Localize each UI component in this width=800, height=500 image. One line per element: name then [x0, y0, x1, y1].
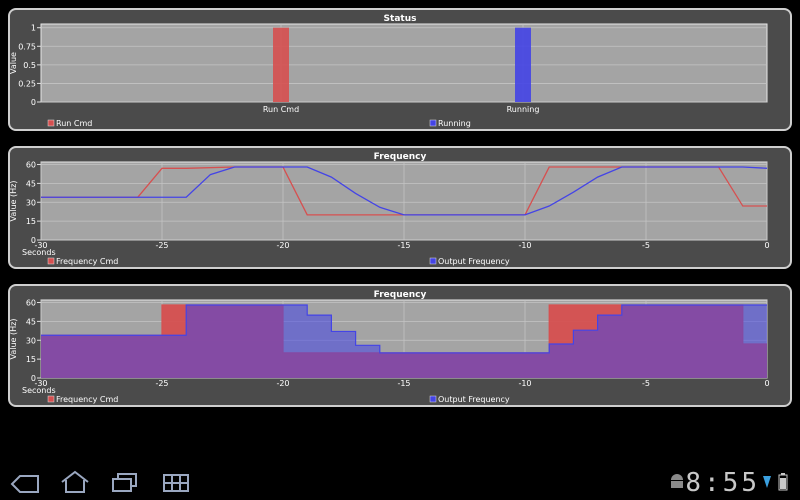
- x-axis-label: Seconds: [22, 386, 56, 395]
- y-tick-label: 30: [26, 198, 36, 207]
- battery-icon: [778, 473, 788, 491]
- status-chart-panel: Status Value 0 0.25 0.5 0.75 1 Run Cmd Running Ru…: [8, 8, 792, 131]
- x-tick-label: -10: [518, 241, 531, 250]
- frequency-area-chart: Frequency Value (Hz) 0 15 30 45 60 -30 -25 -20 -15…: [10, 290, 770, 404]
- frequency-line-chart-panel: Frequency Value (Hz) 0 15 30 45 60 -30 -25 -20 -15…: [8, 146, 792, 269]
- y-tick-label: 15: [26, 217, 36, 226]
- legend-label: Output Frequency: [438, 395, 510, 404]
- y-tick-label: 60: [26, 299, 36, 308]
- x-tick-label: -20: [276, 241, 289, 250]
- android-debug-icon: [671, 474, 683, 488]
- x-tick-label: 0: [764, 241, 769, 250]
- x-tick-label: -5: [642, 241, 650, 250]
- system-navigation-bar: [0, 466, 800, 500]
- plot-area: [40, 23, 768, 103]
- x-tick-label: -10: [518, 379, 531, 388]
- y-tick-label: 45: [26, 179, 36, 188]
- legend-label: Running: [438, 119, 471, 128]
- frequency-line-chart: Frequency Value (Hz) 0 15 30 45 60 -30 -25 -20 -15…: [10, 152, 770, 266]
- y-tick-label: 30: [26, 336, 36, 345]
- series-area: [41, 305, 767, 378]
- home-icon[interactable]: [60, 470, 90, 496]
- x-tick-label: -15: [397, 241, 410, 250]
- x-tick-label: -30: [34, 241, 47, 250]
- y-tick-label: 0: [31, 98, 36, 107]
- y-axis-label: Value: [10, 52, 18, 74]
- signal-icon: [763, 476, 771, 488]
- y-axis-label: Value (Hz): [10, 319, 18, 360]
- status-chart: Status Value 0 0.25 0.5 0.75 1 Run Cmd Running Ru…: [10, 14, 768, 128]
- bar: [273, 27, 289, 102]
- x-tick-label: Running: [507, 105, 540, 114]
- legend-label: Frequency Cmd: [56, 395, 118, 404]
- y-tick-label: 60: [26, 161, 36, 170]
- legend-label: Run Cmd: [56, 119, 92, 128]
- chart-title: Frequency: [374, 290, 427, 300]
- legend-swatch: [47, 395, 55, 403]
- recent-apps-icon[interactable]: [110, 472, 140, 494]
- y-tick-label: 1: [31, 24, 36, 33]
- series-line: [41, 304, 767, 354]
- frequency-area-chart-panel: Frequency Value (Hz) 0 15 30 45 60 -30 -25 -20 -15…: [8, 284, 792, 407]
- series-line: [41, 166, 768, 216]
- x-tick-label: -30: [34, 379, 47, 388]
- x-tick-label: 0: [764, 379, 769, 388]
- bar: [515, 27, 531, 102]
- back-icon[interactable]: [10, 474, 40, 494]
- x-tick-label: -20: [276, 379, 289, 388]
- y-tick-label: 0.5: [23, 61, 36, 70]
- chart-title: Status: [384, 14, 417, 24]
- x-tick-label: -25: [155, 241, 168, 250]
- y-axis-label: Value (Hz): [10, 181, 18, 222]
- legend-swatch: [47, 257, 55, 265]
- status-clock: 8:55: [685, 468, 760, 498]
- legend-swatch: [429, 257, 437, 265]
- x-tick-label: -5: [642, 379, 650, 388]
- x-tick-label: -15: [397, 379, 410, 388]
- x-axis-label: Seconds: [22, 248, 56, 257]
- y-tick-label: 15: [26, 355, 36, 364]
- y-tick-label: 0.25: [18, 79, 36, 88]
- chart-title: Frequency: [374, 152, 427, 162]
- y-tick-label: 0: [31, 374, 36, 383]
- legend-swatch: [429, 395, 437, 403]
- legend-label: Output Frequency: [438, 257, 510, 266]
- menu-icon[interactable]: [163, 474, 189, 492]
- y-tick-label: 45: [26, 317, 36, 326]
- y-tick-label: 0.75: [18, 42, 36, 51]
- x-tick-label: Run Cmd: [263, 105, 299, 114]
- legend-swatch: [47, 119, 55, 127]
- x-tick-label: -25: [155, 379, 168, 388]
- y-tick-label: 0: [31, 236, 36, 245]
- legend-label: Frequency Cmd: [56, 257, 118, 266]
- legend-swatch: [429, 119, 437, 127]
